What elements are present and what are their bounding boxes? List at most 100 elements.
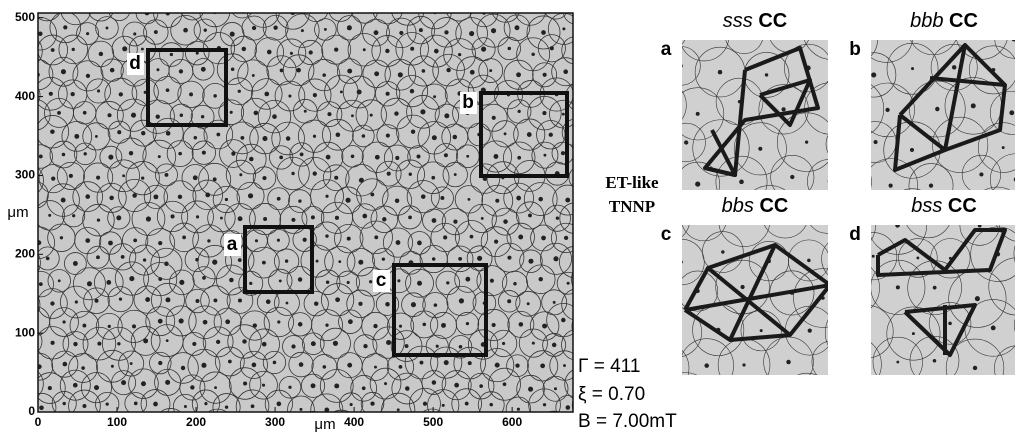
panel-label: a [661,39,672,60]
vortex [675,331,678,334]
vortex [231,151,235,155]
vortex [58,279,61,282]
vortex [848,186,852,190]
cell [571,263,603,295]
vortex [189,92,193,96]
y-axis-label: μm [7,204,28,221]
vortex [195,299,199,303]
vortex [830,29,834,33]
panel-label: d [849,224,861,245]
vortex [311,341,316,346]
vortex [143,427,148,432]
vortex [290,52,293,55]
vortex [885,108,889,112]
vortex [660,103,664,107]
vortex [459,298,464,303]
parameter: Γ = 411 [578,356,640,377]
vortex [303,238,307,242]
vortex [116,215,121,220]
vortex [664,29,669,34]
cell [572,310,604,342]
vortex [704,363,709,368]
cell [0,99,25,126]
vortex [213,94,217,98]
vortex [387,172,391,176]
vortex [74,134,79,139]
vortex [61,69,66,74]
vortex [508,47,511,50]
x-tick-label: 500 [423,415,443,429]
vortex [431,176,435,180]
vortex [238,258,242,262]
vortex [334,383,339,388]
vortex [254,111,259,116]
vortex [409,173,412,176]
vortex [171,214,175,218]
vortex [507,429,510,432]
cell [401,416,424,434]
cell [385,0,417,5]
cell [829,369,882,422]
vortex [313,171,317,175]
vortex [240,136,244,140]
vortex [975,296,980,301]
vortex [1002,146,1005,149]
vortex [830,74,835,79]
panel-title-italic: sss [723,10,753,32]
vortex [239,4,244,9]
vortex [492,116,496,120]
vortex [444,30,448,34]
vortex [742,33,746,37]
panel-label: c [661,224,672,245]
vortex [272,114,277,119]
vortex [204,28,207,31]
vortex [249,157,254,162]
vortex [15,235,20,240]
vortex [718,70,723,75]
cell [126,0,149,3]
vortex [158,319,163,324]
vortex [417,241,422,246]
vortex [825,212,828,215]
vortex [417,281,422,286]
vortex [238,298,242,302]
vortex [489,69,492,72]
vortex [385,49,389,53]
vortex [133,32,136,35]
vortex [396,240,401,245]
vortex [636,253,641,258]
panel-title-bold: CC [948,195,977,217]
cell [616,234,660,278]
cell [485,0,508,3]
vortex [339,7,343,11]
vortex [912,332,915,335]
vortex [717,0,720,3]
vortex [386,7,390,11]
vortex [72,48,75,51]
vortex [228,360,232,364]
vortex [844,180,847,183]
vortex [95,299,99,303]
vortex [574,131,577,134]
vortex [507,299,511,303]
vortex [910,148,914,152]
vortex [386,92,390,96]
vortex [790,175,794,179]
vortex [213,177,217,181]
vortex [277,239,280,242]
vortex [531,53,534,56]
vortex [491,28,496,33]
vortex [215,422,220,427]
vortex [896,361,899,364]
vortex [658,294,661,297]
vortex [194,136,197,139]
vortex [202,276,206,280]
vortex [519,322,524,327]
vortex [948,322,952,326]
vortex [143,258,146,261]
vortex [340,90,343,93]
vortex [36,240,41,245]
vortex [405,6,410,11]
cell [27,0,53,2]
vortex [513,282,516,285]
